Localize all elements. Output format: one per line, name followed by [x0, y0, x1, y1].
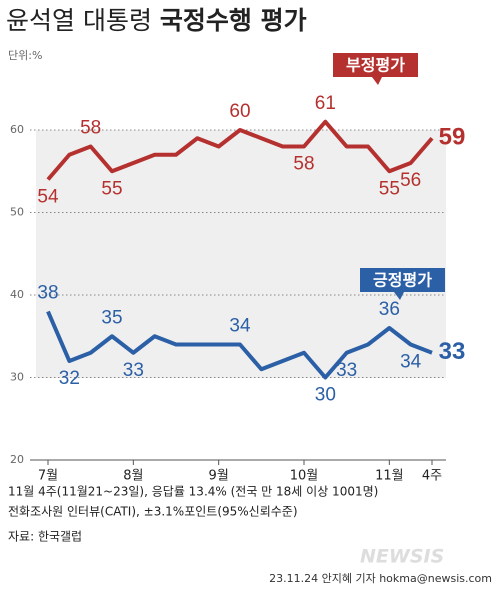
y-tick-label: 20 — [10, 453, 24, 466]
data-label: 61 — [315, 93, 336, 114]
legend-box — [333, 53, 418, 85]
title-part: 윤석열 대통령 — [6, 6, 152, 35]
data-label: 38 — [37, 283, 58, 304]
watermark: NEWSIS — [360, 546, 444, 568]
data-label: 34 — [400, 352, 422, 373]
data-label: 60 — [229, 101, 250, 122]
data-label: 59 — [439, 124, 466, 151]
chart-title: 윤석열 대통령 국정수행 평가 — [6, 6, 307, 35]
data-label: 58 — [293, 154, 314, 175]
data-label: 36 — [379, 299, 400, 320]
y-tick-label: 60 — [10, 123, 24, 136]
data-label: 34 — [229, 316, 251, 337]
data-label: 35 — [101, 307, 122, 328]
legend-label: 긍정평가 — [373, 271, 432, 290]
series-line — [46, 119, 434, 181]
y-tick-label: 40 — [10, 288, 24, 301]
data-label: 30 — [315, 385, 336, 406]
data-label: 55 — [379, 178, 400, 199]
credit: 23.11.24 안지혜 기자 hokma@newsis.com — [269, 572, 492, 585]
data-label: 33 — [336, 360, 357, 381]
note: 전화조사원 인터뷰(CATI), ±3.1%포인트(95%신뢰수준) — [8, 505, 298, 519]
data-label: 33 — [123, 360, 144, 381]
x-tick-label: 11월 — [375, 469, 404, 484]
source: 자료: 한국갤럽 — [8, 530, 82, 544]
x-tick-label: 7월 — [38, 469, 58, 484]
y-tick-label: 30 — [10, 371, 24, 384]
x-tick-label: 4주 — [422, 469, 442, 484]
data-label: 54 — [37, 187, 59, 208]
data-label: 33 — [439, 338, 466, 365]
data-label: 55 — [101, 178, 122, 199]
note: 11월 4주(11월21~23일), 응답률 13.4% (전국 만 18세 이… — [8, 485, 378, 499]
legend-box — [360, 268, 445, 300]
series-line — [46, 310, 433, 380]
x-tick-label: 9월 — [209, 469, 229, 484]
unit-label: 단위:% — [8, 49, 42, 62]
x-tick-label: 10월 — [290, 469, 319, 484]
x-tick-label: 8월 — [123, 469, 143, 484]
data-label: 58 — [80, 118, 101, 139]
data-label: 56 — [400, 170, 421, 191]
y-tick-label: 50 — [10, 206, 24, 219]
legend-label: 부정평가 — [346, 56, 405, 75]
title-part: 국정수행 평가 — [160, 6, 307, 35]
data-label: 32 — [59, 368, 80, 389]
